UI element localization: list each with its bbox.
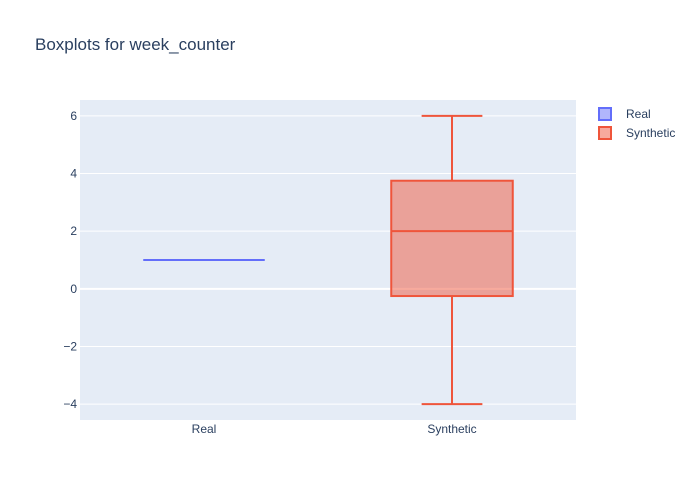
box-synthetic [390,114,514,406]
legend-item-synthetic[interactable]: Synthetic [598,126,675,140]
x-tick-label: Synthetic [427,422,476,436]
legend-swatch [598,126,612,140]
legend[interactable]: Real Synthetic [598,107,675,140]
legend-label: Synthetic [626,126,675,140]
legend-label: Real [626,107,651,121]
y-tick-label: 0 [70,282,77,296]
y-tick-label: −4 [63,397,77,411]
iqr-box [390,179,514,298]
x-tick-label: Real [192,422,217,436]
y-tick-label: 6 [70,109,77,123]
legend-item-real[interactable]: Real [598,107,651,121]
box-series [143,114,514,406]
y-tick-label: 2 [70,224,77,238]
y-axis-ticks: −4 −2 0 2 4 6 [63,109,77,411]
y-tick-label: 4 [70,167,77,181]
legend-swatch [598,107,612,121]
chart-title: Boxplots for week_counter [35,35,236,54]
x-axis-ticks: Real Synthetic [192,422,477,436]
y-tick-label: −2 [63,339,77,353]
